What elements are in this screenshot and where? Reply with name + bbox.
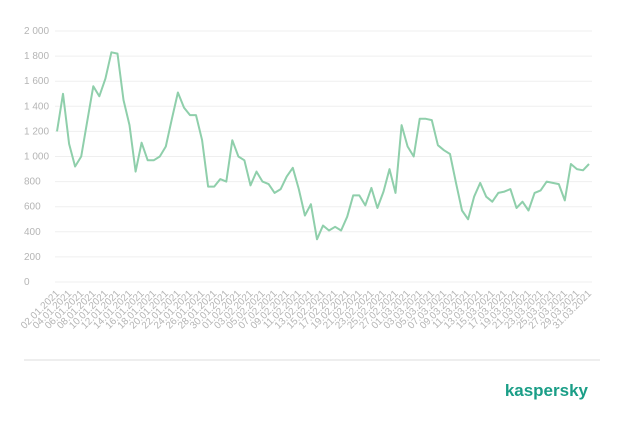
y-tick-label: 600 [24, 202, 41, 213]
logo: kaspersky [505, 381, 589, 400]
y-tick-label: 800 [24, 177, 41, 188]
y-tick-label: 2 000 [24, 26, 49, 37]
y-tick-label: 1 800 [24, 51, 49, 62]
y-tick-label: 1 600 [24, 76, 49, 87]
y-tick-label: 0 [24, 277, 30, 288]
y-tick-label: 400 [24, 227, 41, 238]
y-tick-label: 1 400 [24, 101, 49, 112]
y-tick-label: 1 200 [24, 126, 49, 137]
y-tick-label: 200 [24, 252, 41, 263]
y-tick-label: 1 000 [24, 152, 49, 163]
line [56, 51, 590, 241]
